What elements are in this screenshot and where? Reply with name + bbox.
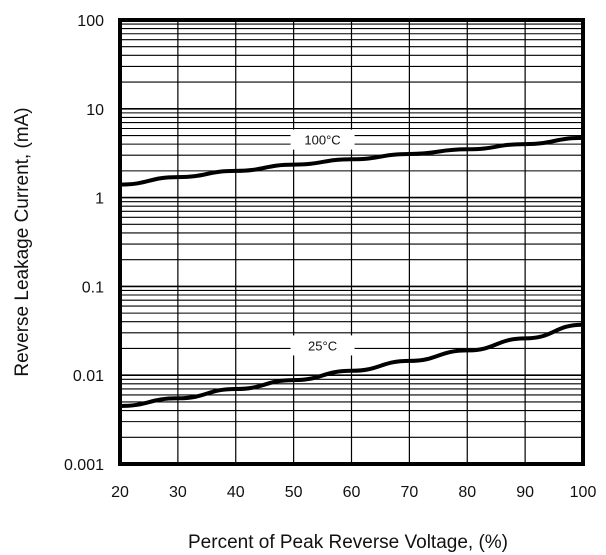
x-tick-label: 80: [458, 484, 476, 501]
x-tick-label: 90: [516, 484, 534, 501]
y-tick-label: 0.01: [73, 368, 104, 385]
series-label-background: [290, 335, 355, 356]
tick-labels: 20 30 40 50 60 70 80 90 100 0.001 0.01 0.1 1 10 100: [64, 13, 596, 501]
x-axis-label: Percent of Peak Reverse Voltage, (%): [188, 532, 508, 553]
series-label: 25°C: [308, 338, 337, 353]
series-line-0: [118, 135, 585, 187]
x-tick-label: 50: [285, 484, 303, 501]
series-label: 100°C: [304, 133, 340, 148]
x-tick-label: 60: [343, 484, 361, 501]
series-label-background: [290, 129, 355, 150]
series-line-1: [118, 322, 585, 408]
y-tick-label: 0.001: [64, 457, 104, 474]
y-tick-label: 100: [77, 13, 104, 30]
plot-frame: [118, 18, 585, 466]
x-tick-label: 20: [111, 484, 129, 501]
y-tick-label: 0.1: [82, 279, 104, 296]
x-tick-label: 70: [400, 484, 418, 501]
x-tick-label: 100: [570, 484, 597, 501]
series-group: 100°C 25°C: [118, 129, 585, 408]
y-tick-label: 1: [95, 191, 104, 208]
y-tick-label: 10: [86, 102, 104, 119]
grid: [119, 20, 584, 465]
x-tick-label: 30: [169, 484, 187, 501]
x-tick-label: 40: [227, 484, 245, 501]
y-axis-label: Reverse Leakage Current, (mA): [12, 107, 33, 376]
